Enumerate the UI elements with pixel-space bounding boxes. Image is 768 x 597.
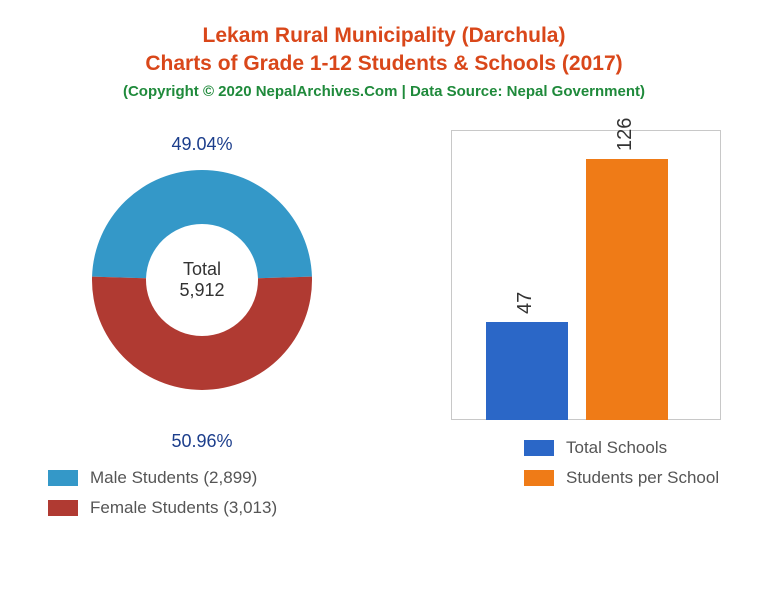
legend-item-students-per-school: Students per School bbox=[524, 468, 719, 488]
legend-text: Total Schools bbox=[566, 438, 667, 458]
legend-swatch bbox=[48, 470, 78, 486]
subtitle: (Copyright © 2020 NepalArchives.Com | Da… bbox=[20, 83, 748, 100]
title-line-2: Charts of Grade 1-12 Students & Schools … bbox=[20, 50, 748, 78]
bar-chart: 47126 bbox=[451, 130, 721, 420]
total-label: Total bbox=[179, 259, 224, 280]
chart-container: Lekam Rural Municipality (Darchula) Char… bbox=[0, 0, 768, 597]
bar-legend: Total Schools Students per School bbox=[524, 438, 719, 498]
bar-value-label: 126 bbox=[614, 117, 637, 150]
header: Lekam Rural Municipality (Darchula) Char… bbox=[20, 22, 748, 100]
bar-panel: 47126 Total Schools Students per School bbox=[384, 130, 748, 510]
donut-chart: Total 5,912 49.04% 50.96% bbox=[62, 140, 342, 420]
bar bbox=[486, 322, 568, 419]
title-line-1: Lekam Rural Municipality (Darchula) bbox=[20, 22, 748, 50]
legend-item-female: Female Students (3,013) bbox=[48, 498, 277, 518]
bar-value-label: 47 bbox=[514, 292, 537, 314]
male-percent-label: 49.04% bbox=[171, 134, 232, 155]
total-value: 5,912 bbox=[179, 280, 224, 301]
donut-center: Total 5,912 bbox=[179, 259, 224, 301]
legend-text: Students per School bbox=[566, 468, 719, 488]
legend-item-male: Male Students (2,899) bbox=[48, 468, 277, 488]
donut-legend: Male Students (2,899) Female Students (3… bbox=[48, 468, 277, 528]
legend-item-schools: Total Schools bbox=[524, 438, 719, 458]
legend-swatch bbox=[48, 500, 78, 516]
charts-row: Total 5,912 49.04% 50.96% Male Students … bbox=[20, 130, 748, 510]
donut-panel: Total 5,912 49.04% 50.96% Male Students … bbox=[20, 130, 384, 510]
legend-swatch bbox=[524, 470, 554, 486]
legend-text: Male Students (2,899) bbox=[90, 468, 257, 488]
female-percent-label: 50.96% bbox=[171, 431, 232, 452]
bar bbox=[586, 159, 668, 420]
legend-text: Female Students (3,013) bbox=[90, 498, 277, 518]
legend-swatch bbox=[524, 440, 554, 456]
